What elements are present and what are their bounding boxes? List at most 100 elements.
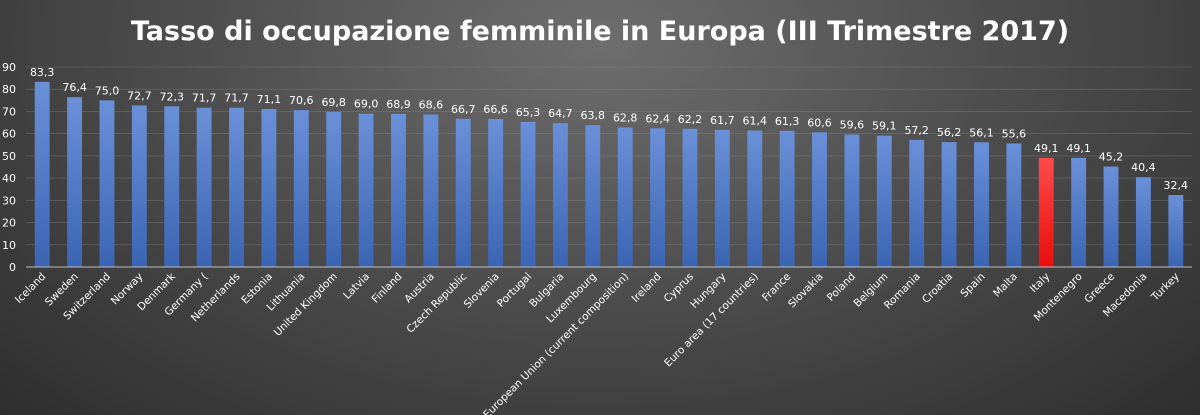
data-label: 69,0 <box>354 98 379 111</box>
bar-austria <box>423 114 439 267</box>
data-label: 57,2 <box>904 124 929 137</box>
x-tick-label: Czech Republic <box>404 270 469 335</box>
bar-montenegro <box>1071 157 1087 267</box>
data-label: 63,8 <box>581 109 606 122</box>
x-tick-label: Italy <box>1028 271 1053 296</box>
data-label: 66,6 <box>483 103 508 116</box>
data-label: 69,8 <box>321 96 346 109</box>
x-tick-label: Malta <box>991 271 1020 300</box>
bar-turkey <box>1168 195 1184 267</box>
data-label: 66,7 <box>451 103 476 116</box>
bar-iceland <box>34 81 50 267</box>
y-tick-label: 20 <box>2 217 16 230</box>
y-tick-label: 90 <box>2 61 16 74</box>
x-tick-label: Turkey <box>1149 271 1182 304</box>
data-label: 56,2 <box>937 126 962 139</box>
x-tick-label: Finland <box>370 271 405 306</box>
y-tick-label: 40 <box>2 172 16 185</box>
data-label: 49,1 <box>1034 142 1059 155</box>
data-label: 61,3 <box>775 115 800 128</box>
bar-germany <box>196 107 212 268</box>
bar-switzerland <box>99 100 115 267</box>
bar-netherlands <box>229 107 244 268</box>
bar-greece <box>1103 166 1119 267</box>
bar-croatia <box>941 142 957 267</box>
data-label: 71,7 <box>192 92 217 105</box>
data-label: 56,1 <box>969 126 994 139</box>
bar-european-union-current-composition <box>617 127 633 267</box>
bar-slovakia <box>812 132 827 267</box>
bar-belgium <box>876 135 892 267</box>
data-label: 62,2 <box>678 113 703 126</box>
data-label: 83,3 <box>30 66 55 79</box>
bar-sweden <box>67 97 83 267</box>
data-labels: 83,3 76,4 75,0 72,7 72,3 71,7 71,7 71,1 70,6 69,8… <box>30 66 1188 192</box>
data-label: 72,3 <box>160 90 185 103</box>
data-label: 76,4 <box>62 81 87 94</box>
bar-latvia <box>358 113 374 268</box>
y-tick-label: 60 <box>2 128 16 141</box>
data-label: 40,4 <box>1131 161 1156 174</box>
data-label: 68,6 <box>419 99 444 112</box>
bar-denmark <box>164 106 180 267</box>
data-label: 64,7 <box>548 107 573 120</box>
bar-spain <box>974 142 989 267</box>
bar-portugal <box>520 121 536 267</box>
bar-italy <box>1038 157 1054 267</box>
y-tick-label: 70 <box>2 105 16 118</box>
x-tick-label: Latvia <box>341 271 372 302</box>
bar-romania <box>909 139 925 267</box>
data-label: 75,0 <box>95 84 120 97</box>
bar-ireland <box>650 128 666 267</box>
data-label: 59,6 <box>840 119 865 132</box>
bar-slovenia <box>488 119 504 267</box>
bar-norway <box>131 105 147 267</box>
bar-hungary <box>714 129 730 267</box>
data-label: 62,4 <box>645 112 670 125</box>
bar-luxembourg <box>585 125 601 267</box>
bars <box>34 81 1184 268</box>
data-label: 71,1 <box>257 93 282 106</box>
data-label: 62,8 <box>613 111 638 124</box>
y-tick-label: 80 <box>2 83 16 96</box>
data-label: 49,1 <box>1066 142 1091 155</box>
bar-cyprus <box>682 128 698 267</box>
data-label: 72,7 <box>127 89 152 102</box>
data-label: 60,6 <box>807 116 832 129</box>
data-label: 45,2 <box>1099 151 1124 164</box>
chart-title: Tasso di occupazione femminile in Europa… <box>131 16 1069 47</box>
bar-estonia <box>261 109 277 267</box>
bar-malta <box>1006 143 1022 267</box>
bar-euro-area-17-countries <box>747 130 763 267</box>
y-tick-label: 50 <box>2 150 16 163</box>
x-tick-label: Portugal <box>495 271 534 310</box>
x-tick-label: Spain <box>958 271 987 300</box>
y-tick-label: 30 <box>2 194 16 207</box>
data-label: 65,3 <box>516 106 541 119</box>
bar-lithuania <box>293 110 309 267</box>
y-tick-label: 0 <box>9 261 16 274</box>
x-tick-label: Slovakia <box>786 271 826 311</box>
x-tick-label: United Kingdom <box>272 271 340 339</box>
data-label: 70,6 <box>289 94 314 107</box>
y-tick-label: 10 <box>2 239 16 252</box>
data-label: 32,4 <box>1164 179 1189 192</box>
y-axis: 0 10 20 30 40 50 60 70 80 90 <box>2 61 16 274</box>
x-tick-label: Croatia <box>920 271 955 306</box>
bar-france <box>779 130 795 267</box>
data-label: 71,7 <box>224 92 249 105</box>
data-label: 61,4 <box>743 115 768 128</box>
data-label: 61,7 <box>710 114 735 127</box>
bar-macedonia <box>1135 177 1151 267</box>
bar-poland <box>844 134 860 267</box>
bar-czech-republic <box>455 118 471 268</box>
x-tick-label: Slovenia <box>462 271 502 311</box>
data-label: 59,1 <box>872 120 897 133</box>
bar-united-kingdom <box>326 111 342 267</box>
bar-bulgaria <box>552 123 568 267</box>
data-label: 55,6 <box>1002 127 1027 140</box>
x-axis: IcelandSwedenSwitzerlandNorwayDenmarkGer… <box>13 270 1182 415</box>
gridlines <box>26 66 1192 246</box>
bar-finland <box>391 113 406 267</box>
